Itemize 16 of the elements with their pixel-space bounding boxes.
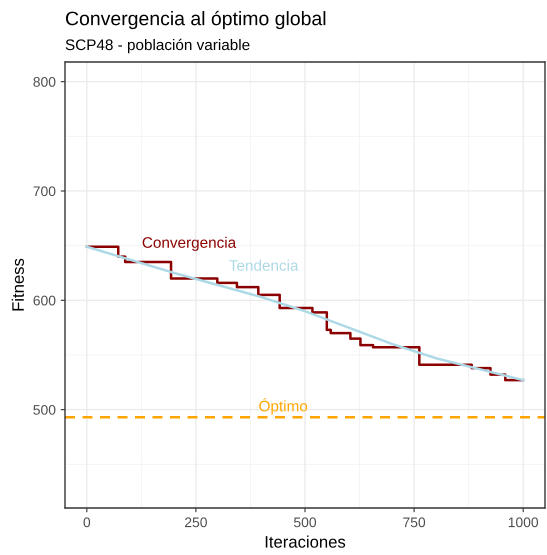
ref-line-label: Óptimo bbox=[259, 398, 308, 414]
x-tick-label: 750 bbox=[403, 517, 426, 528]
y-tick-label: 500 bbox=[33, 404, 56, 415]
series-label: Tendencia bbox=[229, 260, 298, 271]
x-tick-label: 250 bbox=[185, 517, 207, 528]
series-label: Convergencia bbox=[142, 236, 236, 251]
x-tick-label: 500 bbox=[294, 517, 316, 528]
y-tick-label: 700 bbox=[34, 186, 56, 196]
x-axis-title: Iteraciones bbox=[266, 536, 346, 548]
y-tick-label: 600 bbox=[34, 296, 56, 306]
chart-subtitle: SCP48 - población variable bbox=[66, 38, 250, 54]
y-tick-label: 800 bbox=[33, 77, 56, 87]
chart-title: Convergencia al óptimo global bbox=[66, 10, 326, 30]
y-axis-title: Fitness bbox=[12, 258, 24, 310]
x-tick-label: 0 bbox=[84, 517, 90, 528]
x-tick-label: 1000 bbox=[508, 517, 538, 528]
